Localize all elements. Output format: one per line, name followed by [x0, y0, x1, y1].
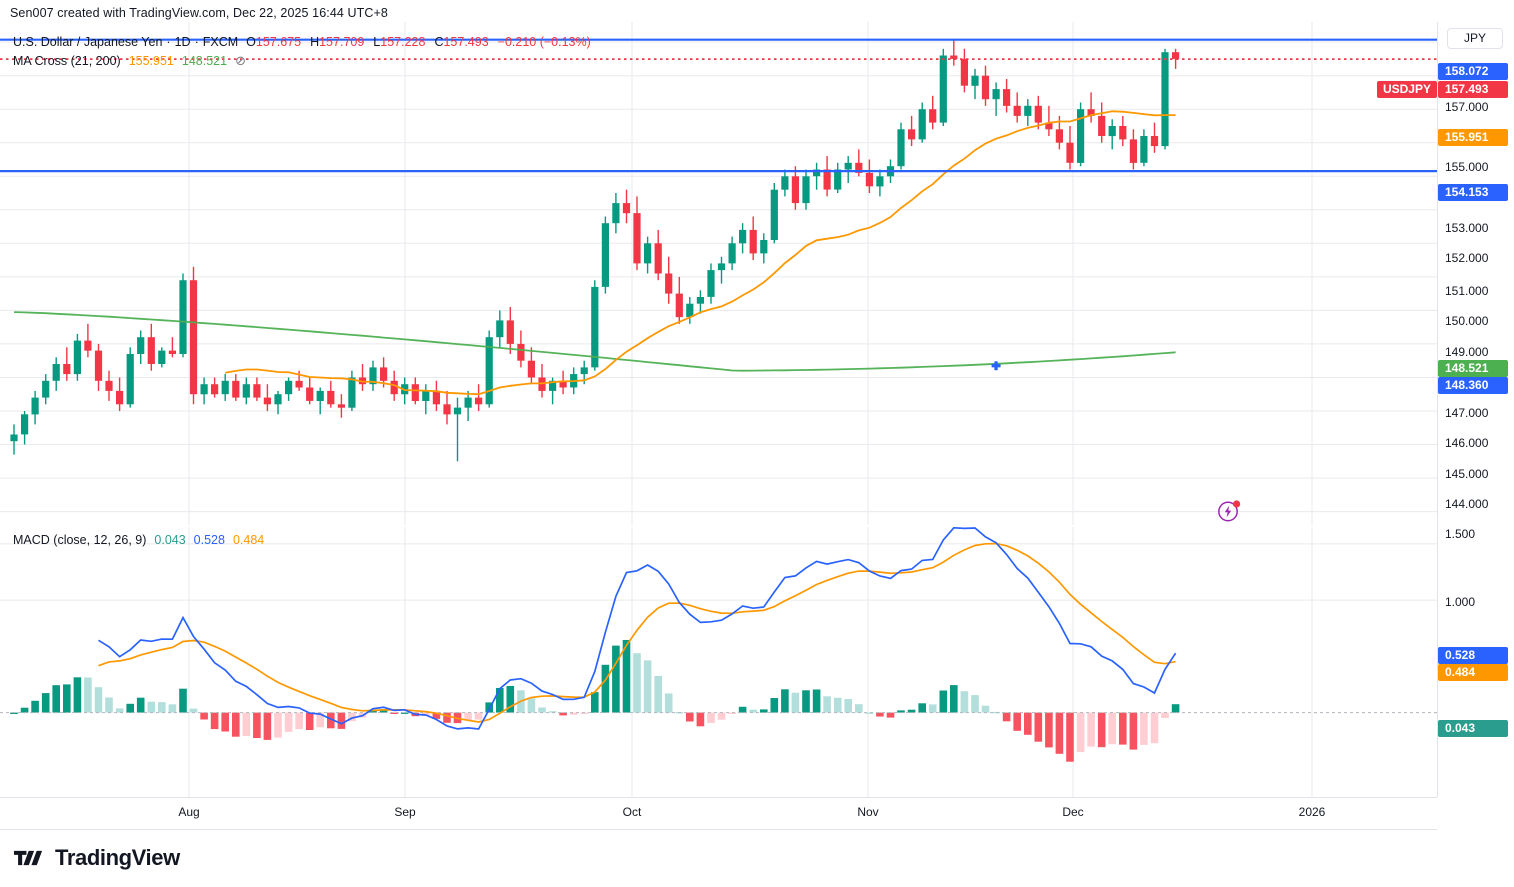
close-key: C	[434, 34, 444, 49]
price-scale-tick: 1.500	[1445, 527, 1476, 541]
macd-legend[interactable]: MACD (close, 12, 26, 9) 0.043 0.528 0.48…	[13, 531, 264, 548]
low-key: L	[373, 34, 381, 49]
tradingview-wordmark: TradingView	[55, 845, 180, 870]
macd-line	[98, 527, 1177, 730]
attribution-text: Sen007 created with TradingView.com, Dec…	[10, 6, 388, 20]
price-chart-svg	[0, 22, 1437, 525]
time-scale-tick: Nov	[857, 805, 879, 819]
ma-21-line	[225, 110, 1176, 396]
currency-unit-button[interactable]: JPY	[1447, 28, 1503, 49]
exchange-label: FXCM	[202, 34, 239, 49]
time-scale-tick: Aug	[178, 805, 200, 819]
candlestick-series	[10, 38, 1180, 462]
price-scale-tick: 151.000	[1445, 284, 1489, 298]
price-gridlines	[0, 22, 1437, 525]
price-scale-tick: 145.000	[1445, 467, 1489, 481]
indicator-disable-icon[interactable]: ⊘	[235, 52, 246, 68]
macd-signal-value: 0.484	[232, 532, 265, 547]
macd-chart-pane[interactable]	[0, 527, 1437, 797]
price-scale[interactable]: JPY 157.000 155.000 153.000 152.000 151.000 1…	[1437, 22, 1514, 797]
high-value: 157.709	[319, 34, 365, 49]
price-chart-pane[interactable]	[0, 22, 1437, 525]
symbol-title[interactable]: U.S. Dollar / Japanese Yen	[13, 34, 163, 49]
chart-legend: U.S. Dollar / Japanese Yen · 1D · FXCM O…	[13, 33, 591, 69]
macd-line-value: 0.528	[193, 532, 225, 547]
legend-separator-2: ·	[194, 34, 199, 49]
time-scale-tick: Dec	[1062, 805, 1084, 819]
price-scale-badge[interactable]: 0.484	[1438, 664, 1508, 681]
tradingview-mark-icon	[14, 850, 43, 866]
macd-gridlines	[0, 527, 1437, 797]
open-key: O	[246, 34, 256, 49]
price-scale-badge[interactable]: 148.360	[1438, 377, 1508, 394]
price-scale-tick: 153.000	[1445, 221, 1489, 235]
price-scale-tick: 144.000	[1445, 497, 1489, 511]
price-scale-badge[interactable]: 0.528	[1438, 647, 1508, 664]
tradingview-logo: TradingView	[14, 845, 180, 871]
cross-marker-icon[interactable]	[991, 361, 1001, 371]
time-scale-tick: Sep	[394, 805, 416, 819]
change-value: −0.210 (−0.13%)	[497, 34, 591, 49]
low-value: 157.228	[380, 34, 426, 49]
close-value: 157.493	[443, 34, 489, 49]
price-scale-tick: 150.000	[1445, 314, 1489, 328]
legend-indicator-row[interactable]: MA Cross (21, 200) 155.951 148.521 ⊘	[13, 52, 591, 69]
macd-histogram	[10, 640, 1180, 762]
price-scale-badge[interactable]: 155.951	[1438, 129, 1508, 146]
price-scale-tick: 152.000	[1445, 251, 1489, 265]
time-scale[interactable]: Aug Sep Oct Nov Dec 2026	[0, 797, 1437, 830]
ticker-price-tag: USDJPY	[1376, 81, 1437, 98]
macd-chart-svg	[0, 527, 1437, 797]
macd-hist-value: 0.043	[154, 532, 186, 547]
ma-fast-value: 155.951	[128, 53, 174, 68]
high-key: H	[310, 34, 320, 49]
time-scale-tick: 2026	[1298, 805, 1326, 819]
price-scale-tick: 149.000	[1445, 345, 1489, 359]
ohlc-values: O 157.675 H 157.709 L 157.228 C 157.493 …	[246, 35, 591, 49]
open-value: 157.675	[255, 34, 302, 49]
price-scale-badge[interactable]: 154.153	[1438, 184, 1508, 201]
ma-slow-value: 148.521	[181, 53, 228, 68]
price-scale-tick: 1.000	[1445, 595, 1476, 609]
price-scale-badge[interactable]: 0.043	[1438, 720, 1508, 737]
legend-separator-1: ·	[166, 34, 171, 49]
price-scale-badge[interactable]: 157.493	[1438, 81, 1508, 98]
lightning-alert-icon[interactable]	[1217, 498, 1242, 523]
legend-symbol-row[interactable]: U.S. Dollar / Japanese Yen · 1D · FXCM O…	[13, 33, 591, 50]
price-scale-badge[interactable]: 158.072	[1438, 63, 1508, 80]
price-scale-tick: 155.000	[1445, 160, 1489, 174]
ma-200-line	[13, 311, 1176, 372]
price-scale-tick: 157.000	[1445, 100, 1489, 114]
price-scale-tick: 147.000	[1445, 406, 1489, 420]
macd-indicator-name[interactable]: MACD (close, 12, 26, 9)	[13, 532, 147, 547]
price-scale-badge[interactable]: 148.521	[1438, 360, 1508, 377]
time-scale-tick: Oct	[622, 805, 642, 819]
indicator-name[interactable]: MA Cross (21, 200)	[13, 53, 121, 68]
price-scale-tick: 146.000	[1445, 436, 1489, 450]
interval-label[interactable]: 1D	[174, 34, 191, 49]
